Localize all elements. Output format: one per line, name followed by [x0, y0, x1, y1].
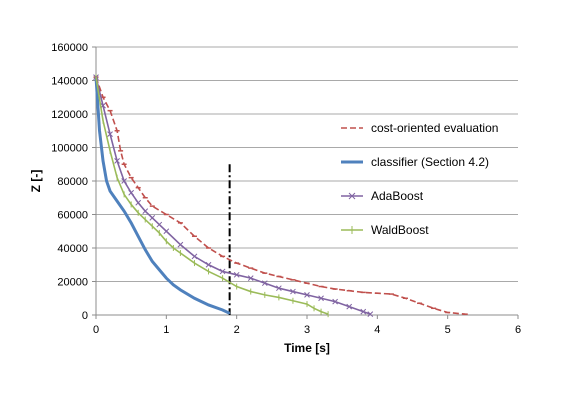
data-point: [332, 298, 338, 305]
data-point: [233, 271, 240, 278]
data-point: [290, 288, 296, 295]
series-classifier-section-4-2: [94, 76, 231, 315]
x-tick-label: 2: [234, 324, 240, 336]
data-point: [207, 304, 210, 306]
series-line-waldboost: [95, 77, 329, 315]
data-point: [367, 311, 374, 318]
legend-item-adaboost: AdaBoost: [341, 189, 424, 203]
data-point: [165, 277, 167, 279]
data-point: [158, 269, 160, 271]
data-point: [247, 275, 254, 282]
y-tick-label: 80000: [57, 176, 88, 188]
data-point: [130, 222, 132, 224]
data-point: [346, 303, 353, 310]
data-point: [98, 130, 101, 132]
data-point: [121, 178, 127, 184]
data-point: [229, 312, 231, 314]
tick-labels: 0 20000 40000 60000 80000 100000 120000 140000 1…: [51, 42, 521, 336]
data-point: [105, 180, 108, 182]
data-point: [193, 297, 196, 299]
data-point: [179, 289, 181, 291]
series-adaboost: [93, 74, 374, 318]
series-line-adaboost: [95, 76, 371, 315]
data-point: [318, 295, 324, 302]
data-point: [151, 260, 153, 262]
data-point: [172, 284, 174, 286]
data-point: [128, 189, 135, 196]
series-line-classifier-section-4-2: [94, 77, 231, 315]
y-tick-label: 160000: [51, 42, 88, 54]
y-axis-title: Z [-]: [29, 170, 43, 193]
x-tick-label: 0: [93, 324, 99, 336]
legend-item-waldboost: WaldBoost: [341, 223, 429, 237]
data-point: [142, 208, 149, 215]
x-tick-label: 5: [445, 324, 451, 336]
legend: cost-oriented evaluation classifier (Sect…: [341, 121, 498, 237]
y-tick-label: 100000: [51, 143, 88, 155]
y-tick-label: 0: [82, 310, 88, 322]
data-point: [156, 221, 163, 228]
x-tick-label: 6: [515, 324, 521, 336]
data-point: [205, 261, 212, 268]
legend-item-classifier-section-4-2: classifier (Section 4.2): [341, 155, 489, 169]
data-point: [177, 241, 184, 248]
data-point: [144, 249, 146, 251]
data-point: [116, 200, 118, 202]
data-point: [102, 160, 104, 162]
legend-label: classifier (Section 4.2): [371, 155, 489, 169]
y-tick-label: 140000: [51, 76, 88, 88]
x-axis-title: Time [s]: [284, 341, 330, 355]
series-waldboost: [95, 74, 329, 318]
legend-item-cost-oriented-evaluation: cost-oriented evaluation: [341, 121, 498, 135]
data-point: [137, 235, 139, 237]
x-tick-label: 1: [163, 324, 169, 336]
y-tick-label: 60000: [57, 210, 88, 222]
data-point: [135, 199, 142, 206]
data-point: [107, 131, 113, 137]
data-point: [123, 210, 125, 212]
data-point: [149, 214, 156, 221]
data-point: [163, 228, 170, 235]
data-point: [114, 158, 120, 164]
data-point: [276, 285, 282, 292]
series-group: [93, 74, 468, 318]
data-point: [191, 253, 198, 260]
y-tick-label: 20000: [57, 277, 88, 289]
data-point: [109, 190, 111, 192]
data-point: [304, 292, 310, 298]
legend-label: cost-oriented evaluation: [371, 121, 498, 135]
data-point: [219, 268, 226, 275]
y-tick-label: 120000: [51, 109, 88, 121]
x-tick-label: 3: [304, 324, 310, 336]
y-tick-label: 40000: [57, 243, 88, 255]
legend-label: WaldBoost: [371, 223, 429, 237]
axes: [92, 46, 519, 319]
legend-label: AdaBoost: [371, 189, 424, 203]
legend-marker: [348, 192, 356, 200]
data-point: [222, 309, 224, 311]
data-point: [261, 280, 268, 287]
data-point: [360, 308, 367, 315]
series-cost-oriented-evaluation: [93, 76, 468, 315]
x-tick-label: 4: [374, 324, 380, 336]
